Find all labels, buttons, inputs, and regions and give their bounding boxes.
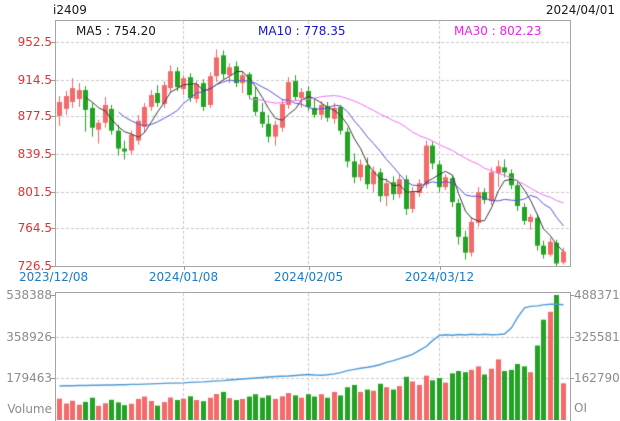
axis-tick bbox=[440, 266, 441, 270]
price-tick-label: 952.5 bbox=[17, 35, 52, 49]
axis-tick bbox=[51, 337, 55, 338]
candlestick-panel: MA5 : 754.20 MA10 : 778.35 MA30 : 802.23 bbox=[55, 20, 571, 267]
price-tick-label: 764.5 bbox=[17, 221, 52, 236]
axis-tick bbox=[51, 378, 55, 379]
candlestick-chart bbox=[56, 21, 570, 266]
volume-tick-label: 538388 bbox=[6, 288, 52, 302]
volume-axis-title: Volume bbox=[7, 402, 52, 416]
volume-chart bbox=[56, 293, 570, 420]
axis-tick bbox=[51, 295, 55, 296]
date-tick-label: 2024/02/05 bbox=[273, 270, 344, 284]
axis-tick bbox=[51, 154, 55, 155]
axis-tick bbox=[570, 295, 574, 296]
date-tick-label: 2024/03/12 bbox=[404, 270, 475, 284]
price-tick-label: 839.5 bbox=[17, 147, 52, 161]
price-tick-label: 726.5 bbox=[17, 259, 52, 273]
axis-tick bbox=[570, 378, 574, 379]
date-tick-label: 2023/12/08 bbox=[19, 270, 89, 284]
ma5-label: MA5 : 754.20 bbox=[76, 24, 156, 38]
price-tick-label: 877.5 bbox=[17, 109, 52, 124]
price-tick-label: 801.5 bbox=[17, 184, 52, 199]
axis-tick bbox=[570, 337, 574, 338]
axis-tick bbox=[51, 80, 55, 81]
ma10-label: MA10 : 778.35 bbox=[258, 24, 346, 38]
oi-tick-label: 325581 bbox=[574, 329, 620, 344]
axis-tick bbox=[51, 266, 55, 267]
price-tick-label: 914.5 bbox=[17, 72, 52, 87]
axis-tick bbox=[51, 192, 55, 193]
oi-axis-title: OI bbox=[574, 401, 587, 415]
volume-tick-label: 179463 bbox=[6, 371, 52, 386]
volume-tick-label: 358926 bbox=[6, 329, 52, 344]
axis-tick bbox=[184, 266, 185, 270]
axis-tick bbox=[51, 42, 55, 43]
quote-date: 2024/04/01 bbox=[545, 3, 615, 17]
contract-symbol: i2409 bbox=[53, 3, 87, 17]
ma30-label: MA30 : 802.23 bbox=[454, 24, 542, 38]
oi-tick-label: 488371 bbox=[574, 288, 620, 302]
date-tick-label: 2024/01/08 bbox=[148, 270, 219, 284]
axis-tick bbox=[309, 266, 310, 270]
axis-tick bbox=[51, 116, 55, 117]
axis-tick bbox=[51, 228, 55, 229]
volume-panel bbox=[55, 292, 571, 421]
oi-tick-label: 162790 bbox=[574, 371, 620, 386]
